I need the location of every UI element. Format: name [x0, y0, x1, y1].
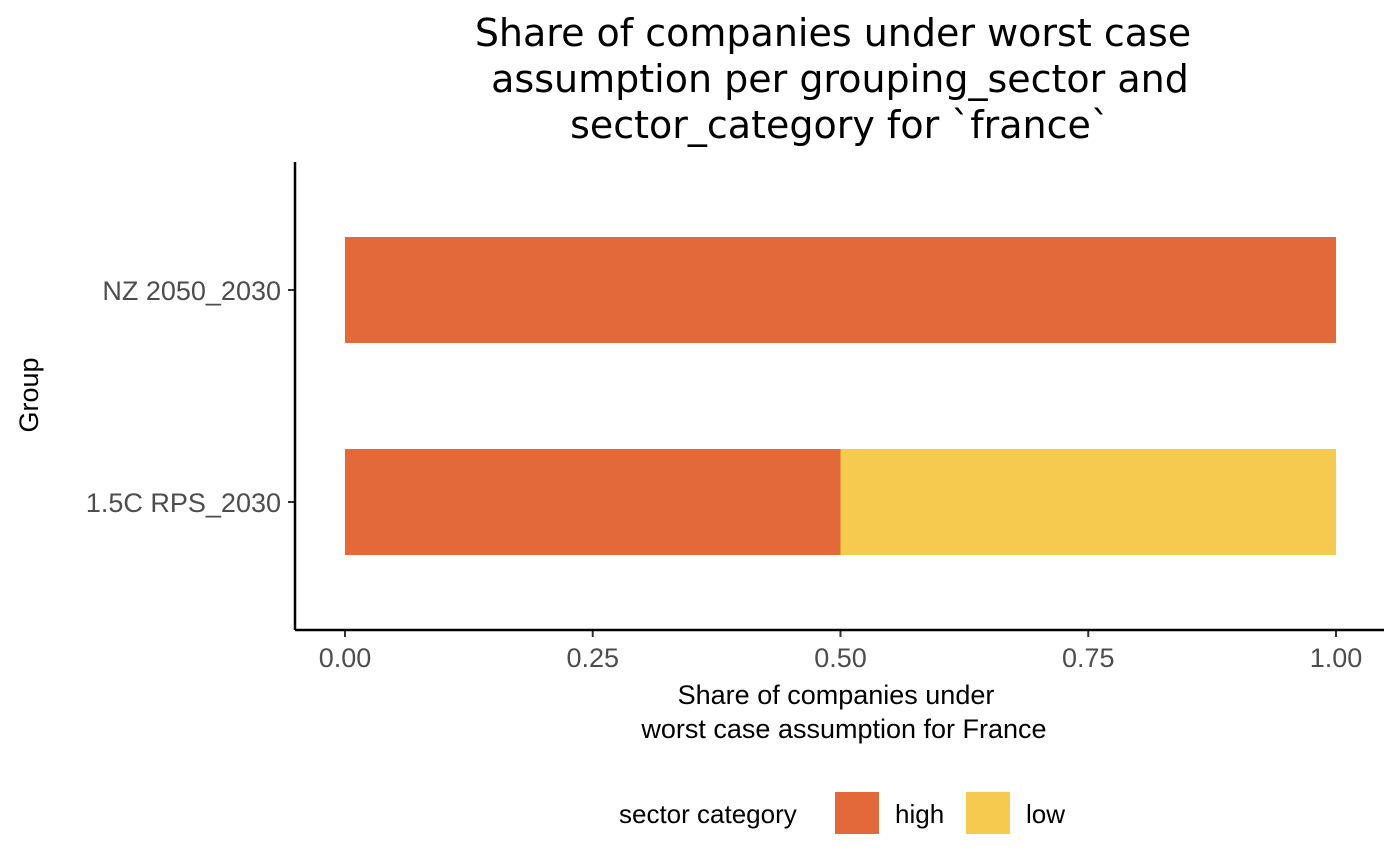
- bars-layer: [345, 237, 1336, 555]
- bar-high-0: [345, 237, 1336, 343]
- y-axis-ticks: NZ 2050_2030 1.5C RPS_2030: [86, 276, 295, 518]
- x-tick-label-4: 1.00: [1310, 643, 1363, 673]
- x-tick-label-2: 0.50: [814, 643, 867, 673]
- chart-title-line-1: Share of companies under worst case: [475, 11, 1191, 55]
- x-tick-label-1: 0.25: [566, 643, 619, 673]
- legend-label-low: low: [1026, 799, 1065, 829]
- x-tick-label-3: 0.75: [1062, 643, 1115, 673]
- legend-label-high: high: [895, 799, 944, 829]
- legend-swatch-high: [835, 792, 879, 834]
- x-axis-title: Share of companies under worst case assu…: [640, 680, 1046, 744]
- legend: sector category high low: [619, 792, 1065, 834]
- y-tick-label-1: 1.5C RPS_2030: [86, 488, 281, 518]
- legend-swatch-low: [966, 792, 1010, 834]
- x-tick-label-0: 0.00: [319, 643, 372, 673]
- chart-title-line-3: sector_category for `france`: [570, 103, 1110, 147]
- chart-title-line-2: assumption per grouping_sector and: [491, 57, 1189, 101]
- y-tick-label-0: NZ 2050_2030: [102, 276, 281, 306]
- bar-low-1: [840, 449, 1336, 555]
- y-axis-title: Group: [14, 357, 44, 432]
- x-axis-title-line-1: Share of companies under: [678, 680, 995, 710]
- x-axis-title-line-2: worst case assumption for France: [640, 714, 1046, 744]
- x-axis-ticks: 0.00 0.25 0.50 0.75 1.00: [319, 630, 1363, 673]
- chart-title: Share of companies under worst case assu…: [475, 11, 1191, 147]
- legend-title: sector category: [619, 799, 797, 829]
- bar-high-1: [345, 449, 841, 555]
